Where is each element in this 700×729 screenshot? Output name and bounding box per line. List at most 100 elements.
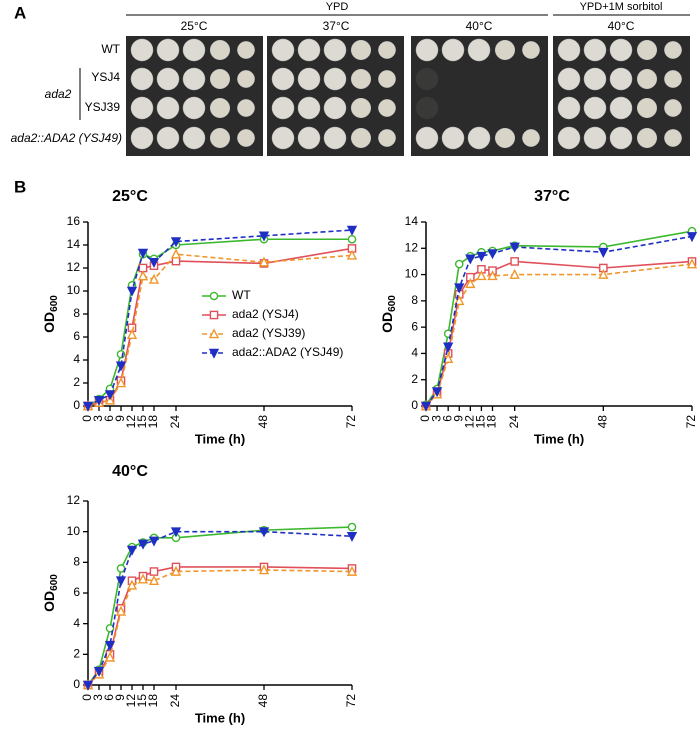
- series-line: [87, 526, 353, 686]
- y-tick-label: 0: [73, 677, 80, 691]
- marker: [104, 651, 116, 662]
- x-tick-label: 48: [256, 415, 270, 429]
- x-tick-label: 72: [684, 415, 698, 429]
- colony-spot: [130, 38, 154, 62]
- colony-spot: [156, 96, 180, 120]
- colony-spot: [350, 127, 372, 149]
- marker: [258, 231, 270, 242]
- y-tick-label: 10: [67, 283, 81, 297]
- marker: [465, 278, 476, 289]
- colony-spot: [609, 126, 633, 150]
- colony-spot: [323, 38, 347, 62]
- colony-spot: [297, 67, 321, 91]
- series-line: [87, 530, 353, 686]
- colony-spot: [583, 126, 607, 150]
- x-tick-label: 48: [596, 415, 610, 429]
- marker: [104, 640, 116, 651]
- series-line: [87, 566, 353, 686]
- colony-spot: [237, 41, 255, 59]
- x-tick-label: 6: [102, 415, 116, 422]
- x-tick-label: 12: [124, 694, 138, 708]
- series-line: [87, 247, 353, 407]
- marker: [137, 248, 149, 259]
- colony-spot: [271, 96, 295, 120]
- x-tick-label: 72: [344, 415, 358, 429]
- colony-spot: [609, 96, 633, 120]
- colony-spot: [609, 38, 633, 62]
- y-tick-label: 16: [67, 214, 81, 228]
- colony-spot: [636, 39, 658, 61]
- y-tick-label: 10: [405, 267, 419, 281]
- x-tick-label: 18: [146, 694, 160, 708]
- series-line: [425, 230, 693, 406]
- marker: [126, 545, 138, 556]
- colony-spot: [636, 97, 658, 119]
- marker: [137, 270, 149, 281]
- colony-spot: [467, 126, 491, 150]
- marker: [454, 283, 465, 294]
- colony-spot: [415, 126, 439, 150]
- colony-spot: [378, 41, 396, 59]
- legend-marker: [209, 291, 219, 301]
- series-line: [87, 569, 353, 686]
- marker: [115, 605, 127, 616]
- colony-spot: [378, 99, 396, 117]
- marker: [148, 574, 160, 586]
- x-axis-label: Time (h): [195, 431, 245, 446]
- colony-spot: [237, 70, 255, 88]
- group-label: ada2: [45, 87, 72, 101]
- temperature: 40°C: [608, 19, 635, 33]
- marker: [347, 522, 357, 532]
- marker: [509, 268, 520, 279]
- x-tick-label: 3: [91, 415, 105, 422]
- marker: [443, 352, 454, 363]
- y-axis-label: OD600: [41, 574, 60, 612]
- chart-title: 40°C: [112, 463, 148, 480]
- colony-spot: [664, 41, 682, 59]
- marker: [598, 268, 609, 279]
- colony-spot: [636, 127, 658, 149]
- colony-spot: [467, 38, 491, 62]
- colony-spot: [182, 38, 206, 62]
- y-tick-label: 10: [67, 524, 81, 538]
- legend-label: ada2::ADA2 (YSJ49): [232, 345, 343, 359]
- colony-spot: [494, 127, 516, 149]
- colony-spot: [297, 126, 321, 150]
- marker: [686, 258, 698, 269]
- marker: [115, 361, 127, 372]
- marker: [148, 536, 160, 547]
- colony-spot: [557, 126, 581, 150]
- y-axis-label-sub: 600: [387, 295, 398, 312]
- colony-spot: [297, 96, 321, 120]
- colony-spot: [209, 39, 231, 61]
- y-tick-label: 6: [73, 329, 80, 343]
- colony-spot: [323, 96, 347, 120]
- plates: [126, 36, 690, 156]
- y-tick-label: 6: [411, 319, 418, 333]
- y-tick-label: 8: [411, 293, 418, 307]
- header: YPD+1M sorbitol: [580, 1, 663, 13]
- legend-marker: [208, 328, 220, 339]
- marker: [148, 257, 160, 268]
- colony-spot: [209, 97, 231, 119]
- y-tick-label: 2: [73, 647, 80, 661]
- y-tick-label: 4: [73, 352, 80, 366]
- legend-label: WT: [232, 288, 251, 302]
- y-tick-label: 14: [405, 214, 419, 228]
- marker: [105, 623, 115, 633]
- chart-title: 25°C: [112, 188, 148, 205]
- marker: [686, 232, 698, 243]
- y-axis-label-main: OD: [41, 312, 57, 333]
- colony-spot: [494, 39, 516, 61]
- colony-spot: [557, 67, 581, 91]
- strain: WT: [101, 42, 120, 56]
- marker: [126, 579, 138, 590]
- strain: ada2::ADA2 (YSJ49): [11, 131, 122, 145]
- x-tick-label: 6: [440, 415, 454, 422]
- marker: [82, 401, 94, 412]
- y-tick-label: 6: [73, 585, 80, 599]
- marker: [258, 256, 270, 267]
- legend-label: ada2 (YSJ4): [232, 307, 299, 321]
